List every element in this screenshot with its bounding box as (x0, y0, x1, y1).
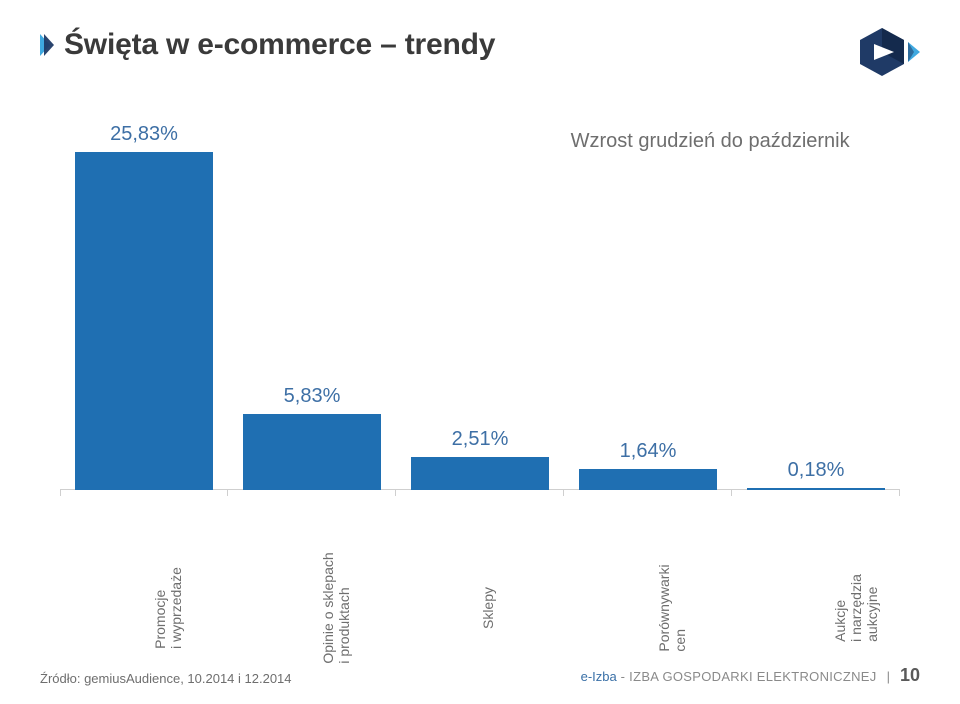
bar (579, 469, 717, 490)
title-arrow-icon (40, 34, 54, 56)
bar-col: 25,83% (60, 130, 228, 490)
bar-col: 5,83% (228, 130, 396, 490)
x-axis-label: Porównywarki cen (656, 564, 688, 651)
bar-col: 0,18% (732, 130, 900, 490)
x-axis-label: Opinie o sklepach i produktach (320, 552, 352, 663)
bar-value-label: 2,51% (396, 428, 564, 451)
bar-value-label: 25,83% (60, 123, 228, 146)
footer-brand-prefix: e-Izba (581, 669, 617, 684)
bar-col: 1,64% (564, 130, 732, 490)
page-title: Święta w e-commerce – trendy (64, 28, 495, 62)
bar-col: 2,51% (396, 130, 564, 490)
footer-source: Źródło: gemiusAudience, 10.2014 i 12.201… (40, 671, 292, 686)
title-row: Święta w e-commerce – trendy (40, 28, 920, 62)
bar-value-label: 0,18% (732, 459, 900, 482)
footer-separator: | (887, 669, 890, 684)
bar (75, 152, 213, 490)
bar-value-label: 1,64% (564, 440, 732, 463)
brand-logo-icon (850, 20, 924, 89)
bar (411, 457, 549, 490)
x-axis-labels: Promocje i wyprzedażeOpinie o sklepach i… (60, 500, 900, 620)
x-axis-label: Aukcje i narzędzia aukcyjne (832, 574, 880, 642)
x-axis-label: Promocje i wyprzedaże (152, 567, 184, 649)
footer-page-number: 10 (900, 665, 920, 686)
x-axis-label: Sklepy (480, 587, 496, 629)
footer-brand-suffix: - IZBA GOSPODARKI ELEKTRONICZNEJ (617, 669, 877, 684)
bar (243, 414, 381, 490)
bar (747, 488, 885, 490)
bar-value-label: 5,83% (228, 385, 396, 408)
bar-chart: Wzrost grudzień do październik 25,83%5,8… (60, 130, 900, 490)
footer: Źródło: gemiusAudience, 10.2014 i 12.201… (40, 665, 920, 686)
footer-right: e-Izba - IZBA GOSPODARKI ELEKTRONICZNEJ … (581, 665, 920, 686)
